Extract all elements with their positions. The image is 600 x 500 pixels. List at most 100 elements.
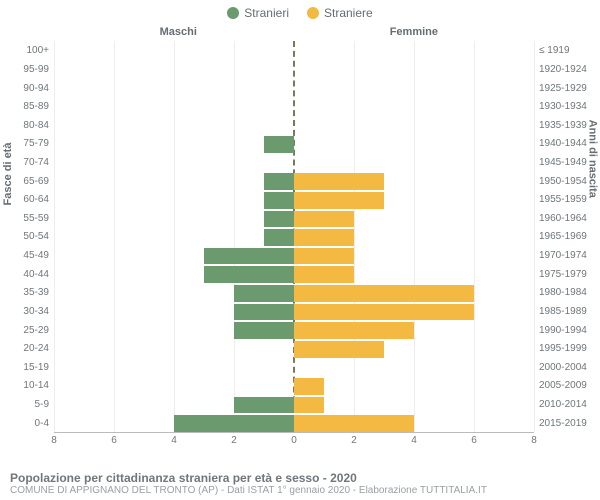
bar-male: [234, 304, 294, 321]
age-row: 25-291990-1994: [54, 321, 534, 340]
plot-area: Maschi Femmine 864202468100+≤ 191995-991…: [54, 28, 534, 433]
birth-label: 1965-1969: [534, 231, 587, 242]
x-tick: 2: [231, 432, 237, 446]
bar-female: [294, 285, 474, 302]
age-row: 10-142005-2009: [54, 377, 534, 396]
bar-male: [204, 266, 294, 283]
x-tick: 8: [51, 432, 57, 446]
birth-label: 1980-1984: [534, 287, 587, 298]
bar-male: [234, 397, 294, 414]
y-axis-left-label: Fasce di età: [2, 142, 14, 205]
age-label: 65-69: [23, 176, 54, 187]
birth-label: 1995-1999: [534, 343, 587, 354]
legend-female-label: Straniere: [324, 6, 373, 20]
bar-male: [234, 285, 294, 302]
age-label: 20-24: [23, 343, 54, 354]
age-row: 100+≤ 1919: [54, 42, 534, 61]
age-label: 35-39: [23, 287, 54, 298]
age-row: 15-192000-2004: [54, 359, 534, 378]
birth-label: 1990-1994: [534, 325, 587, 336]
bar-male: [204, 248, 294, 265]
chart: Fasce di età Anni di nascita Maschi Femm…: [54, 28, 534, 433]
age-label: 15-19: [23, 362, 54, 373]
caption-subtitle: COMUNE DI APPIGNANO DEL TRONTO (AP) - Da…: [10, 485, 590, 496]
age-label: 55-59: [23, 213, 54, 224]
birth-label: 1920-1924: [534, 64, 587, 75]
age-label: 30-34: [23, 306, 54, 317]
right-half-title: Femmine: [390, 26, 438, 38]
legend-male-label: Stranieri: [244, 6, 289, 20]
age-row: 40-441975-1979: [54, 265, 534, 284]
x-tick: 4: [411, 432, 417, 446]
birth-label: 1970-1974: [534, 250, 587, 261]
age-row: 50-541965-1969: [54, 228, 534, 247]
bar-male: [264, 229, 294, 246]
age-row: 85-891930-1934: [54, 98, 534, 117]
age-label: 80-84: [23, 120, 54, 131]
age-row: 45-491970-1974: [54, 247, 534, 266]
y-axis-right-label: Anni di nascita: [586, 119, 598, 197]
x-tick: 0: [291, 432, 297, 446]
x-tick: 6: [471, 432, 477, 446]
birth-label: 1975-1979: [534, 269, 587, 280]
age-row: 30-341985-1989: [54, 303, 534, 322]
caption-title: Popolazione per cittadinanza straniera p…: [10, 471, 590, 485]
age-label: 70-74: [23, 157, 54, 168]
age-row: 35-391980-1984: [54, 284, 534, 303]
age-label: 100+: [26, 45, 54, 56]
footer: Popolazione per cittadinanza straniera p…: [10, 471, 590, 496]
bar-female: [294, 229, 354, 246]
legend-female: Straniere: [307, 6, 373, 20]
age-label: 25-29: [23, 325, 54, 336]
age-row: 75-791940-1944: [54, 135, 534, 154]
bar-male: [234, 322, 294, 339]
legend-female-swatch: [307, 7, 319, 19]
age-row: 65-691950-1954: [54, 172, 534, 191]
bar-female: [294, 397, 324, 414]
bar-female: [294, 211, 354, 228]
x-tick: 8: [531, 432, 537, 446]
birth-label: 1950-1954: [534, 176, 587, 187]
age-label: 85-89: [23, 101, 54, 112]
birth-label: 2015-2019: [534, 418, 587, 429]
age-row: 90-941925-1929: [54, 79, 534, 98]
birth-label: 1945-1949: [534, 157, 587, 168]
legend-male: Stranieri: [227, 6, 289, 20]
legend: Stranieri Straniere: [0, 0, 600, 20]
bar-female: [294, 378, 324, 395]
bar-female: [294, 173, 384, 190]
age-label: 5-9: [35, 399, 54, 410]
bar-female: [294, 341, 384, 358]
birth-label: 1925-1929: [534, 83, 587, 94]
bar-female: [294, 415, 414, 432]
age-row: 60-641955-1959: [54, 191, 534, 210]
birth-label: 1935-1939: [534, 120, 587, 131]
bar-male: [264, 136, 294, 153]
bar-female: [294, 266, 354, 283]
age-label: 0-4: [35, 418, 54, 429]
age-row: 95-991920-1924: [54, 61, 534, 80]
x-tick: 2: [351, 432, 357, 446]
birth-label: 2000-2004: [534, 362, 587, 373]
left-half-title: Maschi: [160, 26, 197, 38]
age-label: 95-99: [23, 64, 54, 75]
legend-male-swatch: [227, 7, 239, 19]
bar-female: [294, 192, 384, 209]
bar-female: [294, 322, 414, 339]
birth-label: 2005-2009: [534, 380, 587, 391]
age-label: 10-14: [23, 380, 54, 391]
age-row: 5-92010-2014: [54, 396, 534, 415]
age-label: 60-64: [23, 194, 54, 205]
birth-label: 1930-1934: [534, 101, 587, 112]
age-label: 40-44: [23, 269, 54, 280]
bar-female: [294, 248, 354, 265]
bar-male: [264, 211, 294, 228]
birth-label: 1960-1964: [534, 213, 587, 224]
birth-label: 2010-2014: [534, 399, 587, 410]
age-row: 70-741945-1949: [54, 154, 534, 173]
age-label: 90-94: [23, 83, 54, 94]
age-row: 0-42015-2019: [54, 414, 534, 433]
birth-label: ≤ 1919: [534, 45, 570, 56]
birth-label: 1955-1959: [534, 194, 587, 205]
birth-label: 1940-1944: [534, 138, 587, 149]
